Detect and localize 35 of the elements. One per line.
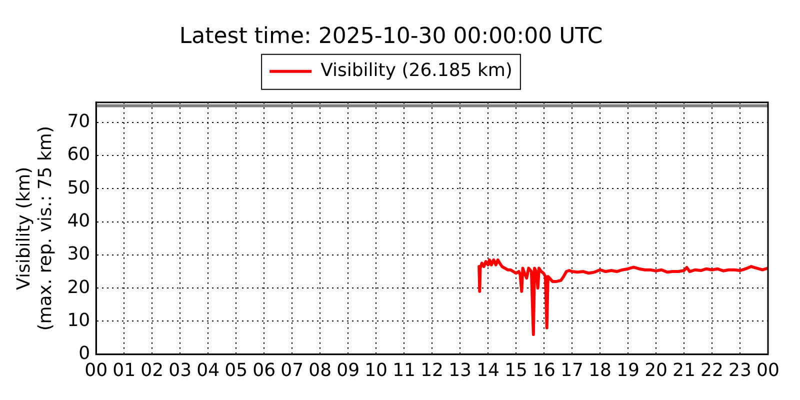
x-tick-label: 20	[644, 360, 668, 381]
x-tick-label: 16	[532, 360, 556, 381]
x-tick-label: 12	[420, 360, 444, 381]
y-tick-label: 10	[67, 310, 90, 331]
x-tick-label: 00	[756, 360, 780, 381]
y-tick-label: 70	[67, 110, 90, 132]
x-tick-label: 23	[728, 360, 752, 381]
x-tick-label: 03	[168, 360, 192, 381]
x-tick-label: 22	[700, 360, 724, 381]
x-tick-label: 02	[140, 360, 164, 381]
x-tick-label: 04	[196, 360, 220, 381]
x-tick-label: 07	[280, 360, 304, 381]
x-tick-label: 10	[364, 360, 388, 381]
y-tick-label: 20	[67, 276, 90, 298]
x-tick-label: 08	[308, 360, 332, 381]
x-tick-label: 18	[588, 360, 612, 381]
x-tick-label: 01	[112, 360, 136, 381]
x-tick-label: 09	[336, 360, 360, 381]
x-tick-label: 13	[448, 360, 472, 381]
x-tick-label: 11	[392, 360, 416, 381]
x-tick-label: 06	[252, 360, 276, 381]
y-axis-title: Visibility (km) (max. rep. vis.: 75 km)	[13, 126, 56, 331]
x-tick-label: 21	[672, 360, 696, 381]
legend-label: Visibility (26.185 km)	[320, 60, 512, 82]
x-tick-label: 14	[476, 360, 500, 381]
chart-title: Latest time: 2025-10-30 00:00:00 UTC	[179, 24, 603, 49]
y-tick-label: 30	[67, 244, 90, 265]
x-tick-label: 00	[84, 360, 108, 381]
x-tick-label: 05	[224, 360, 248, 381]
x-tick-label: 17	[560, 360, 584, 381]
y-tick-label: 40	[67, 210, 90, 232]
y-tick-label: 50	[67, 177, 90, 198]
x-tick-label: 19	[616, 360, 640, 381]
x-tick-label: 15	[504, 360, 528, 381]
y-tick-label: 60	[67, 144, 90, 166]
